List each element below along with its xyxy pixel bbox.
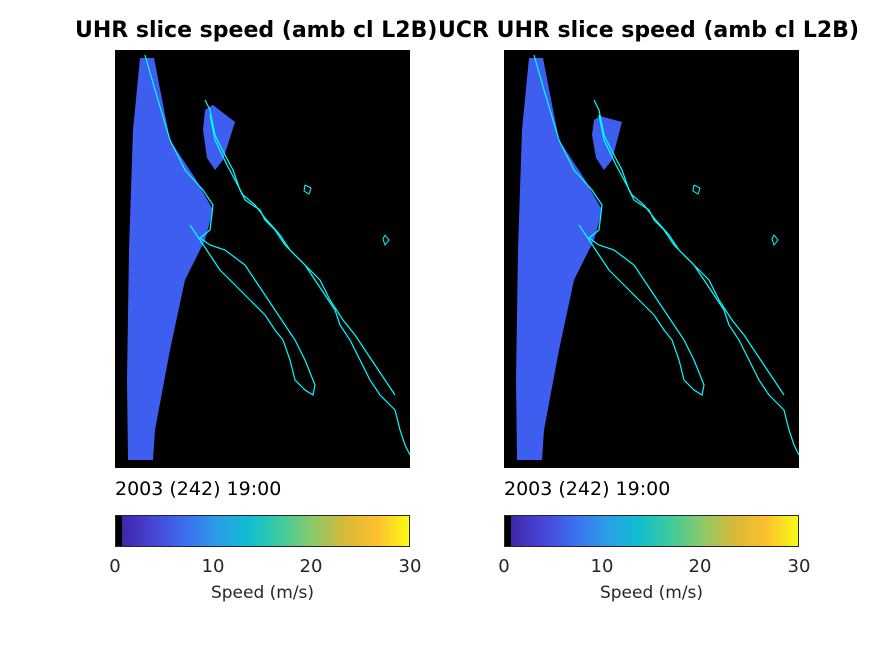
panel-2-speed-map <box>504 50 799 468</box>
coastline-baja-west <box>144 54 316 396</box>
coastline-mainland <box>209 114 396 396</box>
coastline-mainland <box>598 114 785 396</box>
island-outline <box>382 234 390 247</box>
colorbar-tick: 10 <box>201 556 225 577</box>
colorbar-tick: 20 <box>299 556 323 577</box>
gulf-swath <box>203 105 235 170</box>
panel-1-title: UHR slice speed (amb cl L2B) <box>75 18 438 43</box>
wind-swath <box>516 58 602 460</box>
panel-1-colorbar <box>115 515 410 547</box>
panel-1-colorbar-label: Speed (m/s) <box>210 583 315 603</box>
panel-2-map-svg <box>516 54 799 460</box>
colorbar-tick: 20 <box>688 556 712 577</box>
colorbar-tick: 30 <box>787 556 811 577</box>
panel-1-map-svg <box>127 54 410 460</box>
colorbar-tick: 0 <box>498 556 510 577</box>
panel-2-colorbar <box>504 515 799 547</box>
panel-1-date-label: 2003 (242) 19:00 <box>115 478 282 500</box>
colorbar-tick: 30 <box>398 556 422 577</box>
panel-2-colorbar-ticks: 0 10 20 30 <box>498 556 810 577</box>
coastline-baja-east <box>204 99 410 456</box>
coastline-baja-west <box>533 54 705 396</box>
island-outline <box>692 184 701 195</box>
panel-1-colorbar-ticks: 0 10 20 30 <box>109 556 421 577</box>
gulf-swath <box>592 116 622 170</box>
panel-2-colorbar-label: Speed (m/s) <box>599 583 704 603</box>
island-outline <box>771 234 779 247</box>
island-outline <box>303 184 312 195</box>
wind-swath <box>127 58 213 460</box>
colorbar-tick: 0 <box>109 556 121 577</box>
colorbar-tick: 10 <box>590 556 614 577</box>
panel-2-title: UCR UHR slice speed (amb cl L2B) <box>438 18 859 43</box>
panel-2-date-label: 2003 (242) 19:00 <box>504 478 671 500</box>
panel-1-speed-map <box>115 50 410 468</box>
coastline-baja-east <box>593 99 799 456</box>
